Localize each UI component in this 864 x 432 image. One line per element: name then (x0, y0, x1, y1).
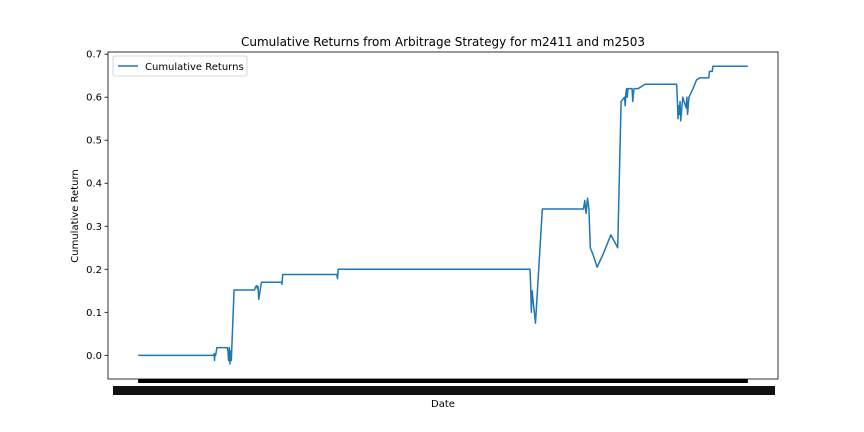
y-axis-ticks: 0.0 0.1 0.2 0.3 0.4 0.5 0.6 0.7 (86, 50, 108, 362)
x-tick-labels-overplotted (113, 386, 775, 395)
y-tick-label: 0.6 (86, 93, 102, 104)
y-axis-label: Cumulative Return (70, 169, 81, 262)
y-tick-label: 0.0 (86, 351, 102, 362)
legend: Cumulative Returns (112, 55, 248, 77)
y-tick-label: 0.3 (86, 222, 102, 233)
x-axis-label: Date (431, 399, 455, 410)
y-tick-label: 0.4 (86, 179, 102, 190)
chart-title: Cumulative Returns from Arbitrage Strate… (241, 35, 645, 49)
legend-box (112, 55, 248, 77)
x-axis-ticks (113, 379, 775, 395)
series-layer (138, 65, 748, 365)
x-tick-marks-overplotted (138, 379, 748, 383)
series-line-cumulative-returns (138, 65, 748, 365)
y-tick-label: 0.5 (86, 136, 102, 147)
y-tick-label: 0.2 (86, 265, 102, 276)
y-tick-label: 0.7 (86, 50, 102, 61)
y-tick-label: 0.1 (86, 308, 102, 319)
legend-label: Cumulative Returns (145, 62, 244, 73)
